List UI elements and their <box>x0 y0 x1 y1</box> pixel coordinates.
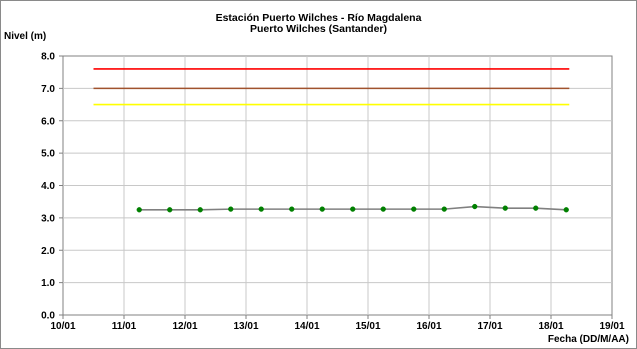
y-tick-label: 6.0 <box>41 116 55 127</box>
x-tick-label: 16/01 <box>416 321 441 332</box>
y-tick-label: 1.0 <box>41 278 55 289</box>
chart-title: Estación Puerto Wilches - Río Magdalena <box>215 12 422 24</box>
grid-layer <box>63 56 612 315</box>
data-point <box>502 205 508 211</box>
x-tick-label: 13/01 <box>233 321 258 332</box>
x-tick-label: 10/01 <box>50 321 75 332</box>
x-tick-label: 19/01 <box>599 321 624 332</box>
tick-layer: 0.0 1.0 2.0 3.0 4.0 5.0 6.0 7.0 8.0 10/01 11/01 12/… <box>41 52 625 333</box>
data-point <box>228 206 234 212</box>
data-point <box>441 206 447 212</box>
x-tick-label: 18/01 <box>538 321 563 332</box>
y-tick-label: 3.0 <box>41 213 55 224</box>
data-point <box>136 207 142 213</box>
data-point <box>472 203 478 210</box>
x-tick-label: 11/01 <box>112 321 137 332</box>
y-tick-label: 4.0 <box>41 181 55 192</box>
y-tick-label: 5.0 <box>41 149 55 160</box>
data-point <box>533 205 539 211</box>
data-point <box>380 206 386 212</box>
data-point <box>197 207 203 213</box>
x-tick-label: 15/01 <box>355 321 380 332</box>
data-point <box>167 207 173 213</box>
threshold-layer <box>93 68 570 106</box>
data-point <box>350 206 356 212</box>
x-tick-label: 17/01 <box>477 321 502 332</box>
x-axis-label: Fecha (DD/M/AA) <box>547 334 629 345</box>
y-tick-label: 7.0 <box>41 84 55 95</box>
y-axis-label: Nivel (m) <box>4 31 47 42</box>
chart-subtitle: Puerto Wilches (Santander) <box>249 23 387 35</box>
data-point <box>258 206 264 212</box>
series-layer <box>136 203 569 213</box>
data-point <box>289 206 295 212</box>
y-tick-label: 8.0 <box>41 52 55 63</box>
y-tick-label: 0.0 <box>41 311 55 322</box>
x-tick-label: 14/01 <box>294 321 319 332</box>
data-point <box>319 206 325 212</box>
y-tick-label: 2.0 <box>41 246 55 257</box>
x-tick-label: 12/01 <box>172 321 197 332</box>
data-point <box>411 206 417 212</box>
data-point <box>563 207 569 213</box>
